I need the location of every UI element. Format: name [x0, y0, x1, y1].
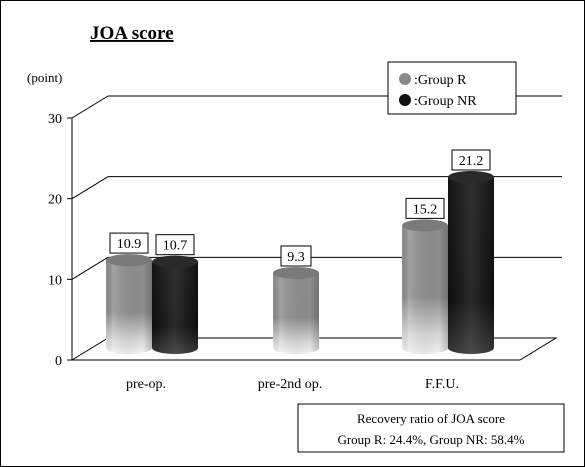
bar-group-nr-f-f-u [448, 170, 494, 354]
data-label: 10.9 [117, 237, 142, 252]
gridline-diag-20 [71, 176, 109, 200]
bar-top [448, 170, 494, 183]
bar-shade [106, 260, 152, 354]
data-label-box [405, 197, 445, 219]
y-tick-label-20: 20 [48, 193, 62, 208]
data-labels: 10.9 10.7 9.3 15.2 21.2 [109, 149, 491, 267]
bar-group-r-pre-2nd-op [273, 266, 319, 354]
bar-top [106, 254, 152, 267]
bar-group-r-pre-op [106, 254, 152, 354]
data-label: 15.2 [413, 202, 438, 217]
bar-group-r-f-f-u [402, 219, 448, 354]
x-tick-label: pre-2nd op. [258, 377, 323, 392]
y-axis-unit: (point) [27, 70, 62, 85]
legend-label-group-r: :Group R [414, 73, 467, 88]
x-tick-label: pre-op. [126, 377, 166, 392]
axes [67, 117, 558, 361]
legend-marker-group-r [399, 73, 411, 85]
data-label-box [155, 234, 195, 256]
data-label-box [109, 232, 149, 254]
legend-label-group-nr: :Group NR [414, 94, 477, 109]
data-label-box [280, 245, 312, 267]
y-tick-labels: 0 10 20 30 [48, 112, 62, 369]
data-label: 21.2 [459, 154, 484, 169]
y-tick-label-10: 10 [48, 273, 62, 288]
bar-top [273, 266, 319, 279]
data-label: 10.7 [163, 239, 188, 254]
gridline-diag-10 [71, 256, 109, 280]
bar-top [152, 255, 198, 268]
legend: :Group R :Group NR [387, 61, 517, 115]
bar-shade [273, 272, 319, 354]
bar-group-nr-pre-op [152, 255, 198, 354]
x-tick-labels: pre-op. pre-2nd op. F.F.U. [126, 377, 459, 392]
legend-box [387, 61, 517, 115]
y-tick-label-30: 30 [48, 112, 62, 127]
chart-title: JOA score [90, 23, 174, 44]
bar-shade [152, 261, 198, 354]
data-label: 9.3 [287, 250, 305, 265]
gridline-diag-30 [71, 95, 109, 119]
recovery-ratio-box [297, 403, 565, 453]
recovery-ratio-note: Recovery ratio of JOA score Group R: 24.… [297, 403, 565, 453]
bar-shade [448, 176, 494, 354]
data-label-box [451, 149, 491, 171]
y-tick-label-0: 0 [55, 354, 62, 369]
bar-shade [402, 225, 448, 354]
x-tick-label: F.F.U. [425, 377, 459, 392]
legend-marker-group-nr [399, 94, 411, 106]
bars [106, 170, 494, 354]
bar-top [402, 219, 448, 232]
recovery-ratio-values: Group R: 24.4%, Group NR: 58.4% [337, 432, 524, 447]
recovery-ratio-title: Recovery ratio of JOA score [357, 411, 505, 426]
